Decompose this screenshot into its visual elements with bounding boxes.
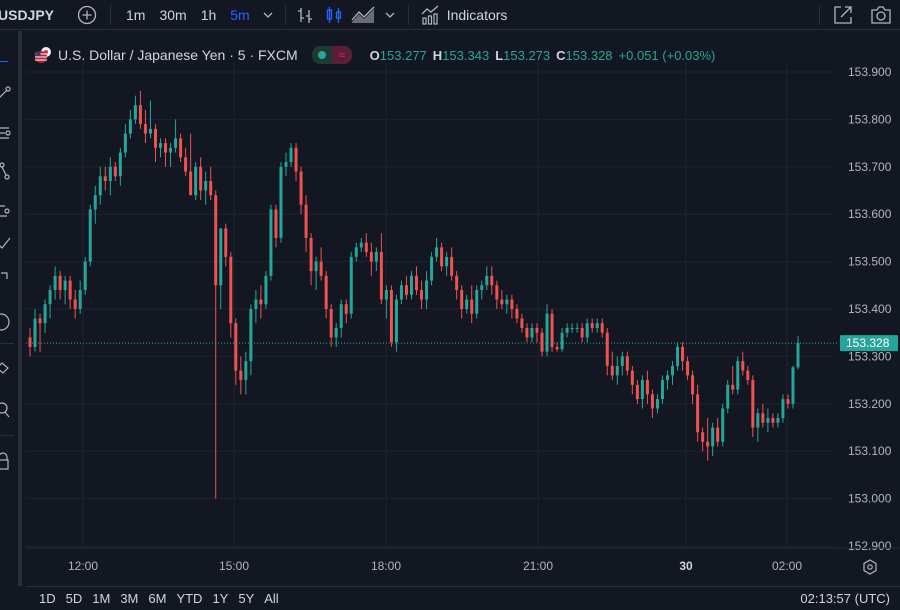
chevron-down-icon[interactable] — [261, 12, 275, 18]
interval-5m[interactable]: 5m — [230, 6, 250, 23]
chart-legend: U.S. Dollar / Japanese Yen · 5 · FXCM ≈ … — [34, 44, 715, 66]
time-tick: 18:00 — [370, 559, 402, 573]
price-tick: 153.100 — [848, 444, 892, 458]
price-tick: 153.800 — [848, 112, 892, 126]
price-tick: 153.900 — [848, 65, 892, 79]
drawing-toolbar — [0, 31, 22, 586]
time-tick: 15:00 — [218, 559, 250, 573]
range-6m[interactable]: 6M — [148, 591, 167, 606]
brush-tool-icon[interactable] — [0, 233, 14, 253]
fib-retracement-tool-icon[interactable] — [0, 123, 14, 143]
price-tick: 152.900 — [848, 539, 892, 553]
price-tick: 153.300 — [848, 349, 892, 363]
close-value: 153.328 — [565, 47, 613, 63]
open-external-icon[interactable] — [832, 4, 854, 26]
ohlc-values: O153.277 H153.343 L153.273 C153.328 +0.0… — [370, 48, 716, 63]
open-key: O — [369, 47, 380, 63]
divider — [0, 343, 14, 344]
high-key: H — [432, 47, 443, 63]
time-tick: 02:00 — [771, 559, 803, 573]
market-open-icon — [311, 46, 332, 64]
camera-icon[interactable] — [869, 4, 893, 26]
utc-clock[interactable]: 02:13:57 (UTC) — [800, 591, 890, 606]
us-flag-icon — [34, 46, 52, 64]
indicators-button[interactable]: Indicators — [421, 5, 508, 25]
forecasting-tool-icon[interactable] — [0, 201, 14, 221]
indicators-icon — [421, 5, 441, 25]
zoom-in-icon[interactable] — [0, 400, 14, 420]
candles-chart-type-icon[interactable] — [322, 6, 346, 24]
circle-icon[interactable] — [0, 312, 14, 332]
range-all[interactable]: All — [264, 591, 279, 606]
time-tick: 21:00 — [522, 559, 554, 573]
low-key: L — [495, 47, 504, 63]
pattern-tool-icon[interactable] — [0, 161, 14, 181]
chart-settings-icon[interactable] — [862, 559, 878, 575]
divider — [110, 4, 111, 25]
delayed-data-icon: ≈ — [331, 46, 352, 64]
top-toolbar: USDJPY 1m 30m 1h 5m Indicators — [0, 0, 900, 30]
time-tick: 12:00 — [67, 559, 99, 573]
time-tick: 30 — [679, 559, 693, 573]
range-5d[interactable]: 5D — [65, 591, 83, 606]
chevron-down-icon[interactable] — [382, 12, 398, 18]
change-value: +0.051 (+0.03%) — [618, 47, 716, 63]
range-1m[interactable]: 1M — [92, 591, 111, 606]
range-5y[interactable]: 5Y — [238, 591, 255, 606]
open-value: 153.277 — [379, 47, 427, 63]
divider — [0, 435, 14, 436]
price-tick: 153.200 — [848, 397, 892, 411]
close-key: C — [556, 47, 566, 63]
range-3m[interactable]: 3M — [120, 591, 139, 606]
last-price-label: 153.328 — [846, 336, 890, 350]
indicators-label: Indicators — [446, 6, 508, 23]
interval-1h[interactable]: 1h — [200, 6, 217, 23]
bottom-toolbar: 1D 5D 1M 3M 6M YTD 1Y 5Y All 02:13:57 (U… — [26, 586, 900, 610]
range-1d[interactable]: 1D — [39, 591, 56, 606]
divider — [819, 4, 820, 25]
price-tick: 153.000 — [848, 492, 892, 506]
trend-line-tool-icon[interactable] — [0, 83, 14, 103]
range-1y[interactable]: 1Y — [212, 591, 229, 606]
price-tick: 153.700 — [848, 160, 892, 174]
area-chart-type-icon[interactable] — [350, 6, 376, 24]
range-ytd[interactable]: YTD — [176, 591, 203, 606]
lock-drawings-icon[interactable] — [0, 451, 14, 471]
divider — [407, 4, 409, 25]
symbol-search-button[interactable]: USDJPY — [0, 6, 55, 23]
market-status-pill[interactable]: ≈ — [311, 46, 352, 64]
plus-circle-icon[interactable] — [76, 4, 98, 26]
interval-1m[interactable]: 1m — [126, 6, 146, 23]
ruler-tag-icon[interactable] — [0, 358, 14, 378]
price-tick: 153.600 — [848, 207, 892, 221]
text-tool-icon[interactable] — [0, 267, 14, 287]
active-tool-indicator — [0, 61, 8, 62]
bar-chart-type-icon[interactable] — [294, 6, 316, 24]
price-tick: 153.500 — [848, 255, 892, 269]
price-tick: 153.400 — [848, 302, 892, 316]
chart-title: U.S. Dollar / Japanese Yen · 5 · FXCM — [58, 47, 298, 63]
low-value: 153.273 — [503, 47, 551, 63]
divider — [284, 4, 286, 25]
interval-30m[interactable]: 30m — [159, 6, 187, 23]
high-value: 153.343 — [442, 47, 490, 63]
